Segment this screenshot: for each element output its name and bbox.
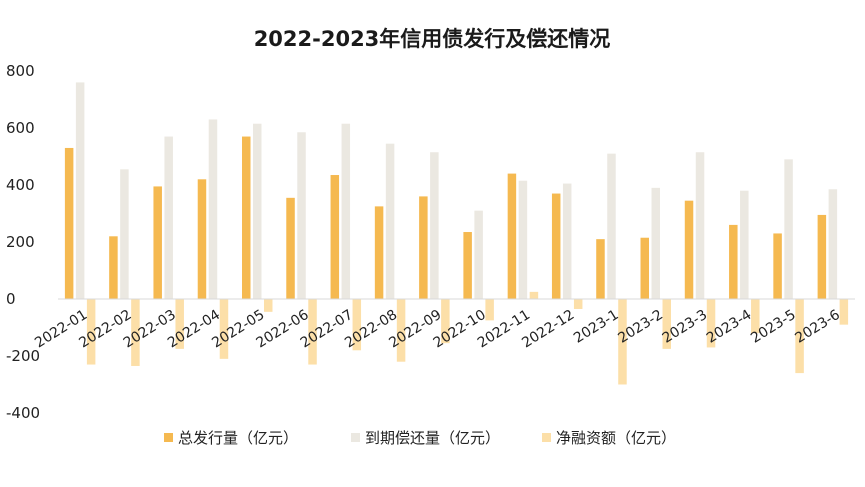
bar-series-2 — [651, 187, 660, 299]
legend-swatch — [164, 433, 173, 442]
bar-series-1 — [684, 200, 694, 299]
x-tick-label: 2023-1 — [571, 307, 622, 347]
legend: 总发行量（亿元） 到期偿还量（亿元） 净融资额（亿元） — [164, 429, 676, 447]
bar-series-2 — [120, 169, 129, 299]
bar-series-1 — [153, 186, 162, 299]
bar-series-2 — [784, 159, 793, 299]
bar-series-3 — [175, 299, 184, 349]
bar-series-3 — [618, 299, 627, 385]
bar-series-1 — [817, 214, 827, 299]
bar-series-3 — [131, 299, 140, 366]
bar-series-2 — [518, 180, 528, 299]
bar-series-2 — [253, 123, 262, 299]
bar-series-3 — [485, 299, 494, 321]
bar-series-2 — [607, 153, 616, 299]
bar-series-2 — [75, 82, 85, 300]
bar-series-1 — [374, 206, 384, 299]
bar-series-3 — [795, 299, 804, 374]
bar-series-2 — [341, 123, 351, 299]
bar-series-3 — [573, 299, 583, 309]
legend-swatch — [542, 433, 551, 442]
bar-series-1 — [109, 236, 118, 299]
bar-series-1 — [242, 136, 251, 299]
y-axis: -400 -200 0 200 400 600 800 — [6, 62, 40, 422]
bar-series-2 — [828, 189, 838, 299]
x-axis: 2022-012022-022022-032022-042022-052022-… — [32, 307, 843, 352]
bar-series-3 — [662, 299, 671, 349]
bar-series-2 — [208, 119, 218, 299]
bars — [64, 82, 849, 385]
y-tick-label: 0 — [6, 290, 16, 308]
bar-series-2 — [695, 152, 705, 299]
bar-series-1 — [596, 239, 605, 299]
y-tick-label: 400 — [6, 176, 35, 194]
bar-series-2 — [385, 143, 395, 299]
chart-title: 2022-2023年信用债发行及偿还情况 — [254, 27, 611, 51]
legend-label: 到期偿还量（亿元） — [365, 429, 500, 447]
bar-series-3 — [396, 299, 406, 362]
bar-series-3 — [441, 299, 450, 344]
bar-series-3 — [839, 299, 849, 325]
bar-series-1 — [773, 233, 782, 299]
legend-label: 总发行量（亿元） — [178, 429, 298, 447]
legend-label: 净融资额（亿元） — [556, 429, 676, 447]
bar-series-3 — [308, 299, 317, 365]
bar-series-3 — [352, 299, 362, 351]
bar-series-2 — [474, 210, 483, 299]
bar-series-3 — [219, 299, 229, 359]
y-tick-label: 600 — [6, 119, 35, 137]
bar-series-2 — [297, 132, 306, 299]
bar-series-1 — [419, 196, 428, 299]
bar-series-1 — [330, 175, 340, 299]
bar-series-1 — [551, 193, 561, 299]
y-tick-label: 200 — [6, 233, 35, 251]
bar-series-1 — [286, 197, 295, 299]
y-tick-label: -400 — [6, 404, 40, 422]
bar-series-1 — [507, 173, 517, 299]
bar-series-3 — [86, 299, 96, 365]
bar-series-3 — [751, 299, 760, 334]
bar-series-2 — [164, 136, 173, 299]
bar-series-3 — [706, 299, 716, 348]
bar-series-1 — [640, 237, 649, 299]
legend-swatch — [351, 433, 360, 442]
bar-series-1 — [64, 147, 74, 299]
bar-series-1 — [463, 232, 472, 299]
bar-series-2 — [430, 152, 439, 299]
bar-series-2 — [562, 183, 572, 299]
bar-series-3 — [529, 291, 539, 299]
bar-series-1 — [729, 224, 738, 299]
bar-series-3 — [264, 299, 273, 312]
bar-series-1 — [197, 179, 207, 299]
bar-series-2 — [740, 190, 749, 299]
y-tick-label: 800 — [6, 62, 35, 80]
y-tick-label: -200 — [6, 347, 40, 365]
